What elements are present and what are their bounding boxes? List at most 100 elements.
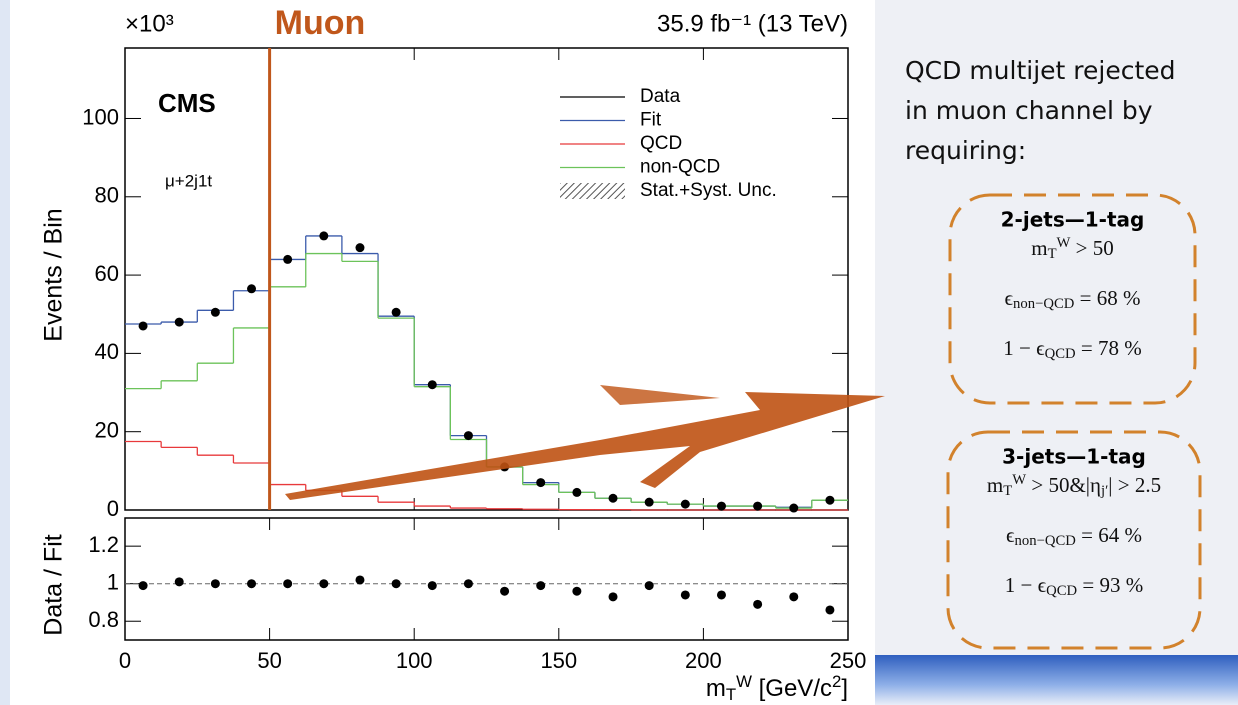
data-point <box>391 307 401 317</box>
x-label: mTW [GeV/c2] <box>706 672 848 704</box>
data-point <box>536 478 546 488</box>
legend-swatch <box>560 183 625 199</box>
arrow <box>285 392 885 500</box>
ratio-point <box>319 579 329 589</box>
text-part: j′ <box>1100 483 1108 499</box>
ratio-y-label: Data / Fit <box>40 534 68 635</box>
experiment: CMS <box>158 88 216 118</box>
plot-frame <box>124 517 849 641</box>
x-tick-label: 50 <box>257 648 281 673</box>
condition-box <box>946 430 1202 650</box>
ratio-point <box>753 599 763 609</box>
y-tick-label: 0 <box>107 496 119 521</box>
condition-box <box>948 193 1197 405</box>
text-part: T <box>1048 246 1057 262</box>
y-tick-label: 0.8 <box>88 607 119 632</box>
y-tick-label: 100 <box>82 104 119 129</box>
x-tick-label: 150 <box>540 648 577 673</box>
text-part: = 78 % <box>1076 336 1142 360</box>
ratio-point <box>572 586 582 596</box>
intro-line: in muon channel by <box>905 96 1153 125</box>
text-part: [GeV/c <box>752 675 832 702</box>
ratio-point <box>789 592 799 602</box>
y-label: Events / Bin <box>40 208 68 341</box>
ratio-point <box>138 581 148 591</box>
box-line: 1 − ϵQCD = 93 % <box>1005 573 1143 599</box>
ratio-point <box>355 575 365 585</box>
ratio-point <box>427 581 437 591</box>
text-part: W <box>1012 472 1026 488</box>
ratio-point <box>174 577 184 587</box>
data-point <box>355 243 365 253</box>
data-point <box>572 487 582 497</box>
ratio-point <box>391 579 401 589</box>
ratio-point <box>463 579 473 589</box>
text-part: ] <box>841 675 848 702</box>
text-part: QCD <box>1046 583 1077 599</box>
data-point <box>753 501 763 511</box>
luminosity: 35.9 fb⁻¹ (13 TeV) <box>657 10 848 37</box>
legend-label: Stat.+Syst. Unc. <box>640 180 777 201</box>
text-part: = 93 % <box>1077 573 1143 597</box>
text-part: QCD <box>1045 346 1076 362</box>
text-part: m <box>1031 236 1047 260</box>
text-part: 1 − ϵ <box>1003 336 1045 360</box>
x-tick-label: 250 <box>830 648 867 673</box>
box-line: 1 − ϵQCD = 78 % <box>1003 336 1141 362</box>
x-tick-label: 200 <box>685 648 722 673</box>
text-part: > 50 <box>1070 236 1113 260</box>
ratio-point <box>283 579 293 589</box>
data-point <box>174 317 184 327</box>
text-part: non−QCD <box>1015 533 1077 549</box>
data-point <box>463 431 473 441</box>
data-point <box>427 380 437 390</box>
box-line: ϵnon−QCD = 64 % <box>1006 523 1142 549</box>
data-point <box>680 499 690 509</box>
legend-label: Data <box>640 86 681 107</box>
arrow-stroke <box>600 385 720 405</box>
x-tick-label: 100 <box>396 648 433 673</box>
left-strip <box>0 0 10 705</box>
text-part: T <box>726 685 736 704</box>
decor-band <box>875 655 1238 705</box>
text-part: m <box>706 675 726 702</box>
text-part: non−QCD <box>1013 296 1075 312</box>
data-point <box>319 231 329 241</box>
box-line: mTW > 50&|ηj′| > 2.5 <box>987 472 1161 499</box>
ratio-point <box>680 590 690 600</box>
data-point <box>247 284 257 294</box>
text-part: ϵ <box>1006 523 1015 547</box>
title: Muon <box>275 4 366 42</box>
text-part: ϵ <box>1005 286 1014 310</box>
text-part: > 50&|η <box>1026 473 1101 497</box>
text-part: T <box>1003 483 1012 499</box>
ratio-point <box>608 592 618 602</box>
text-part: W <box>1057 235 1071 251</box>
data-point <box>716 501 726 511</box>
box-heading: 3-jets—1-tag <box>1002 445 1146 469</box>
ratio-point <box>247 579 257 589</box>
x-tick-label: 0 <box>119 648 131 673</box>
y-tick-label: 40 <box>95 339 119 364</box>
side-panel: QCD multijet rejected in muon channel by r… <box>905 56 1202 650</box>
data-point <box>283 254 293 264</box>
text-part: | > 2.5 <box>1108 473 1161 497</box>
side-panel-bg <box>875 0 1238 705</box>
box-line: ϵnon−QCD = 68 % <box>1005 286 1141 312</box>
legend-label: non-QCD <box>640 157 720 178</box>
y-tick-label: 80 <box>95 183 119 208</box>
data-point <box>644 497 654 507</box>
ratio-point <box>536 581 546 591</box>
y-multiplier: ×10³ <box>125 10 174 37</box>
text-part: 2 <box>832 672 841 691</box>
data-point <box>825 495 835 505</box>
intro-line: QCD multijet rejected <box>905 56 1176 85</box>
y-tick-label: 1.2 <box>88 532 119 557</box>
legend-label: QCD <box>640 133 682 154</box>
data-point <box>789 503 799 513</box>
data-point <box>210 307 220 317</box>
ratio-point <box>644 581 654 591</box>
text-part: W <box>736 672 752 691</box>
